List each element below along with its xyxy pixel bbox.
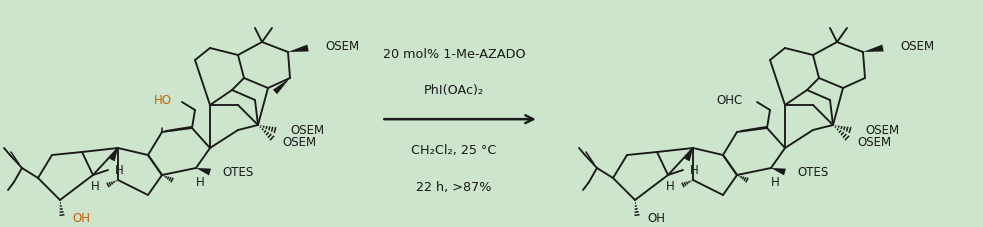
Text: H: H: [115, 163, 124, 177]
Text: OTES: OTES: [222, 165, 254, 178]
Text: 22 h, >87%: 22 h, >87%: [417, 181, 492, 194]
Text: OSEM: OSEM: [900, 40, 934, 54]
Text: PhI(OAc)₂: PhI(OAc)₂: [424, 84, 485, 97]
Text: OSEM: OSEM: [282, 136, 317, 148]
Polygon shape: [771, 168, 786, 175]
Text: OSEM: OSEM: [857, 136, 892, 148]
Polygon shape: [288, 44, 309, 52]
Polygon shape: [863, 44, 884, 52]
Text: H: H: [690, 163, 699, 177]
Polygon shape: [684, 148, 693, 161]
Text: HO: HO: [154, 94, 172, 106]
Text: OSEM: OSEM: [865, 123, 899, 136]
Text: OH: OH: [72, 212, 90, 225]
Text: OHC: OHC: [717, 94, 743, 106]
Polygon shape: [273, 78, 290, 94]
Text: H: H: [666, 180, 675, 193]
Text: OTES: OTES: [797, 165, 829, 178]
Text: H: H: [196, 177, 204, 190]
Text: OH: OH: [647, 212, 665, 225]
Text: OSEM: OSEM: [290, 123, 324, 136]
Text: OSEM: OSEM: [325, 40, 359, 54]
Text: H: H: [771, 177, 780, 190]
Text: CH₂Cl₂, 25 °C: CH₂Cl₂, 25 °C: [412, 144, 496, 158]
Polygon shape: [109, 148, 118, 161]
Text: 20 mol% 1-Me-AZADO: 20 mol% 1-Me-AZADO: [382, 48, 526, 61]
Polygon shape: [196, 168, 211, 175]
Text: H: H: [91, 180, 100, 193]
